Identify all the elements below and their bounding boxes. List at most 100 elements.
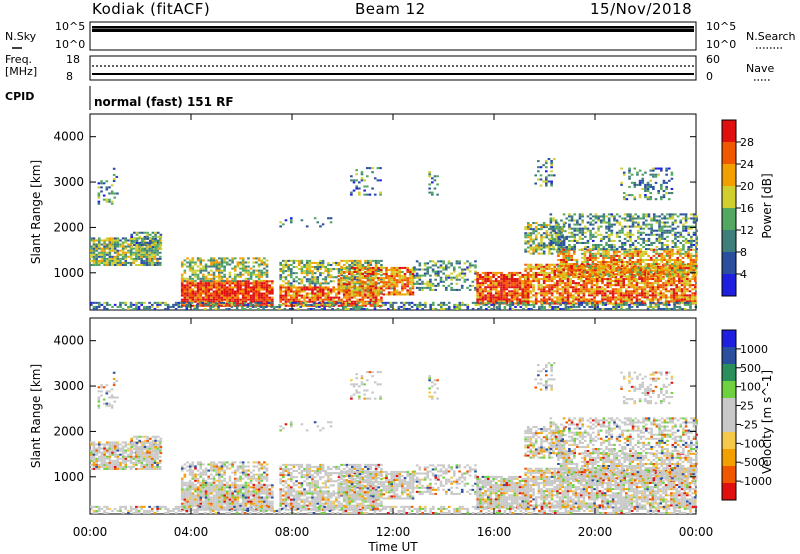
power-cell [537,224,541,227]
power-cell [620,261,624,264]
power-cell [664,286,668,289]
power-cell [199,277,203,280]
power-cell [668,248,672,251]
power-cell [353,287,356,290]
power-cell [137,237,141,240]
power-cell [492,286,495,289]
power-cell [380,292,383,295]
power-cell [409,289,412,292]
power-cell [476,292,479,295]
power-cell [629,213,632,216]
power-cell [671,239,675,242]
power-cell [516,296,519,299]
power-cell [654,286,657,289]
power-cell [353,289,356,292]
power-cell [680,290,684,293]
power-cell [279,276,282,279]
power-cell [158,261,162,264]
power-cell [313,282,317,285]
power-cell [559,275,563,278]
power-cell [321,300,325,303]
power-cell [676,250,680,253]
power-cell [642,239,645,242]
power-cell [644,187,647,190]
power-cell [601,286,604,289]
power-cell [545,230,549,233]
power-cell [337,270,341,273]
power-cell [145,261,149,264]
power-cell [233,279,237,282]
power-cell [236,300,240,303]
power-cell [627,267,631,270]
power-cell [191,257,195,260]
power-cell [591,269,595,272]
power-cell [628,275,632,278]
power-cell [497,284,501,287]
power-cell [599,243,603,247]
power-cell [658,237,661,240]
power-cell [319,298,322,301]
power-cell [319,290,322,293]
power-cell [582,280,586,283]
power-cell [180,282,184,285]
power-cell [95,253,98,256]
power-cell [215,294,218,297]
power-cell [572,294,575,297]
power-cell [622,198,626,201]
power-cell [612,252,616,255]
power-cell [329,290,333,293]
power-cell [532,271,535,274]
power-cell [92,251,96,254]
power-cell [557,252,560,255]
power-cell [559,267,563,270]
power-cell [554,219,558,222]
power-cell [692,271,695,274]
power-cell [663,250,666,253]
date-title: 15/Nov/2018 [590,0,693,18]
power-cell [518,271,522,274]
power-cell [143,248,147,251]
power-cell [311,290,314,293]
power-cell [194,300,197,303]
power-cell [557,235,561,238]
power-cell [489,282,493,285]
power-cell [431,282,435,285]
power-cell [361,268,364,271]
power-cell [557,254,560,257]
power-cell [591,267,595,270]
power-cell [591,263,595,266]
power-cell [202,273,205,276]
power-cell [348,300,351,303]
power-cell [97,200,101,203]
power-cell [540,290,543,293]
power-cell [196,259,200,262]
power-cell [371,281,375,284]
power-cell [671,275,674,278]
power-cell [244,300,248,303]
power-cell [319,272,322,275]
power-cell [689,248,693,251]
power-cell [474,286,477,289]
power-cell [553,302,557,305]
power-cell [639,233,643,236]
power-cell [154,239,157,242]
power-cell [652,219,656,222]
power-cell [337,298,341,301]
power-cell [393,268,396,271]
power-cell [156,245,159,248]
power-cell [553,273,557,276]
power-cell [268,296,271,299]
power-cell [124,245,128,248]
power-cell [615,235,619,238]
power-cell [145,255,149,258]
power-cell [654,278,657,281]
power-cell [252,279,256,282]
power-cell [626,250,629,253]
power-cell [573,237,577,240]
power-cell [116,243,120,246]
power-cell [660,237,664,240]
power-cell [615,267,619,270]
power-cell [594,215,598,218]
power-cell [542,164,545,167]
power-cell [374,302,378,305]
